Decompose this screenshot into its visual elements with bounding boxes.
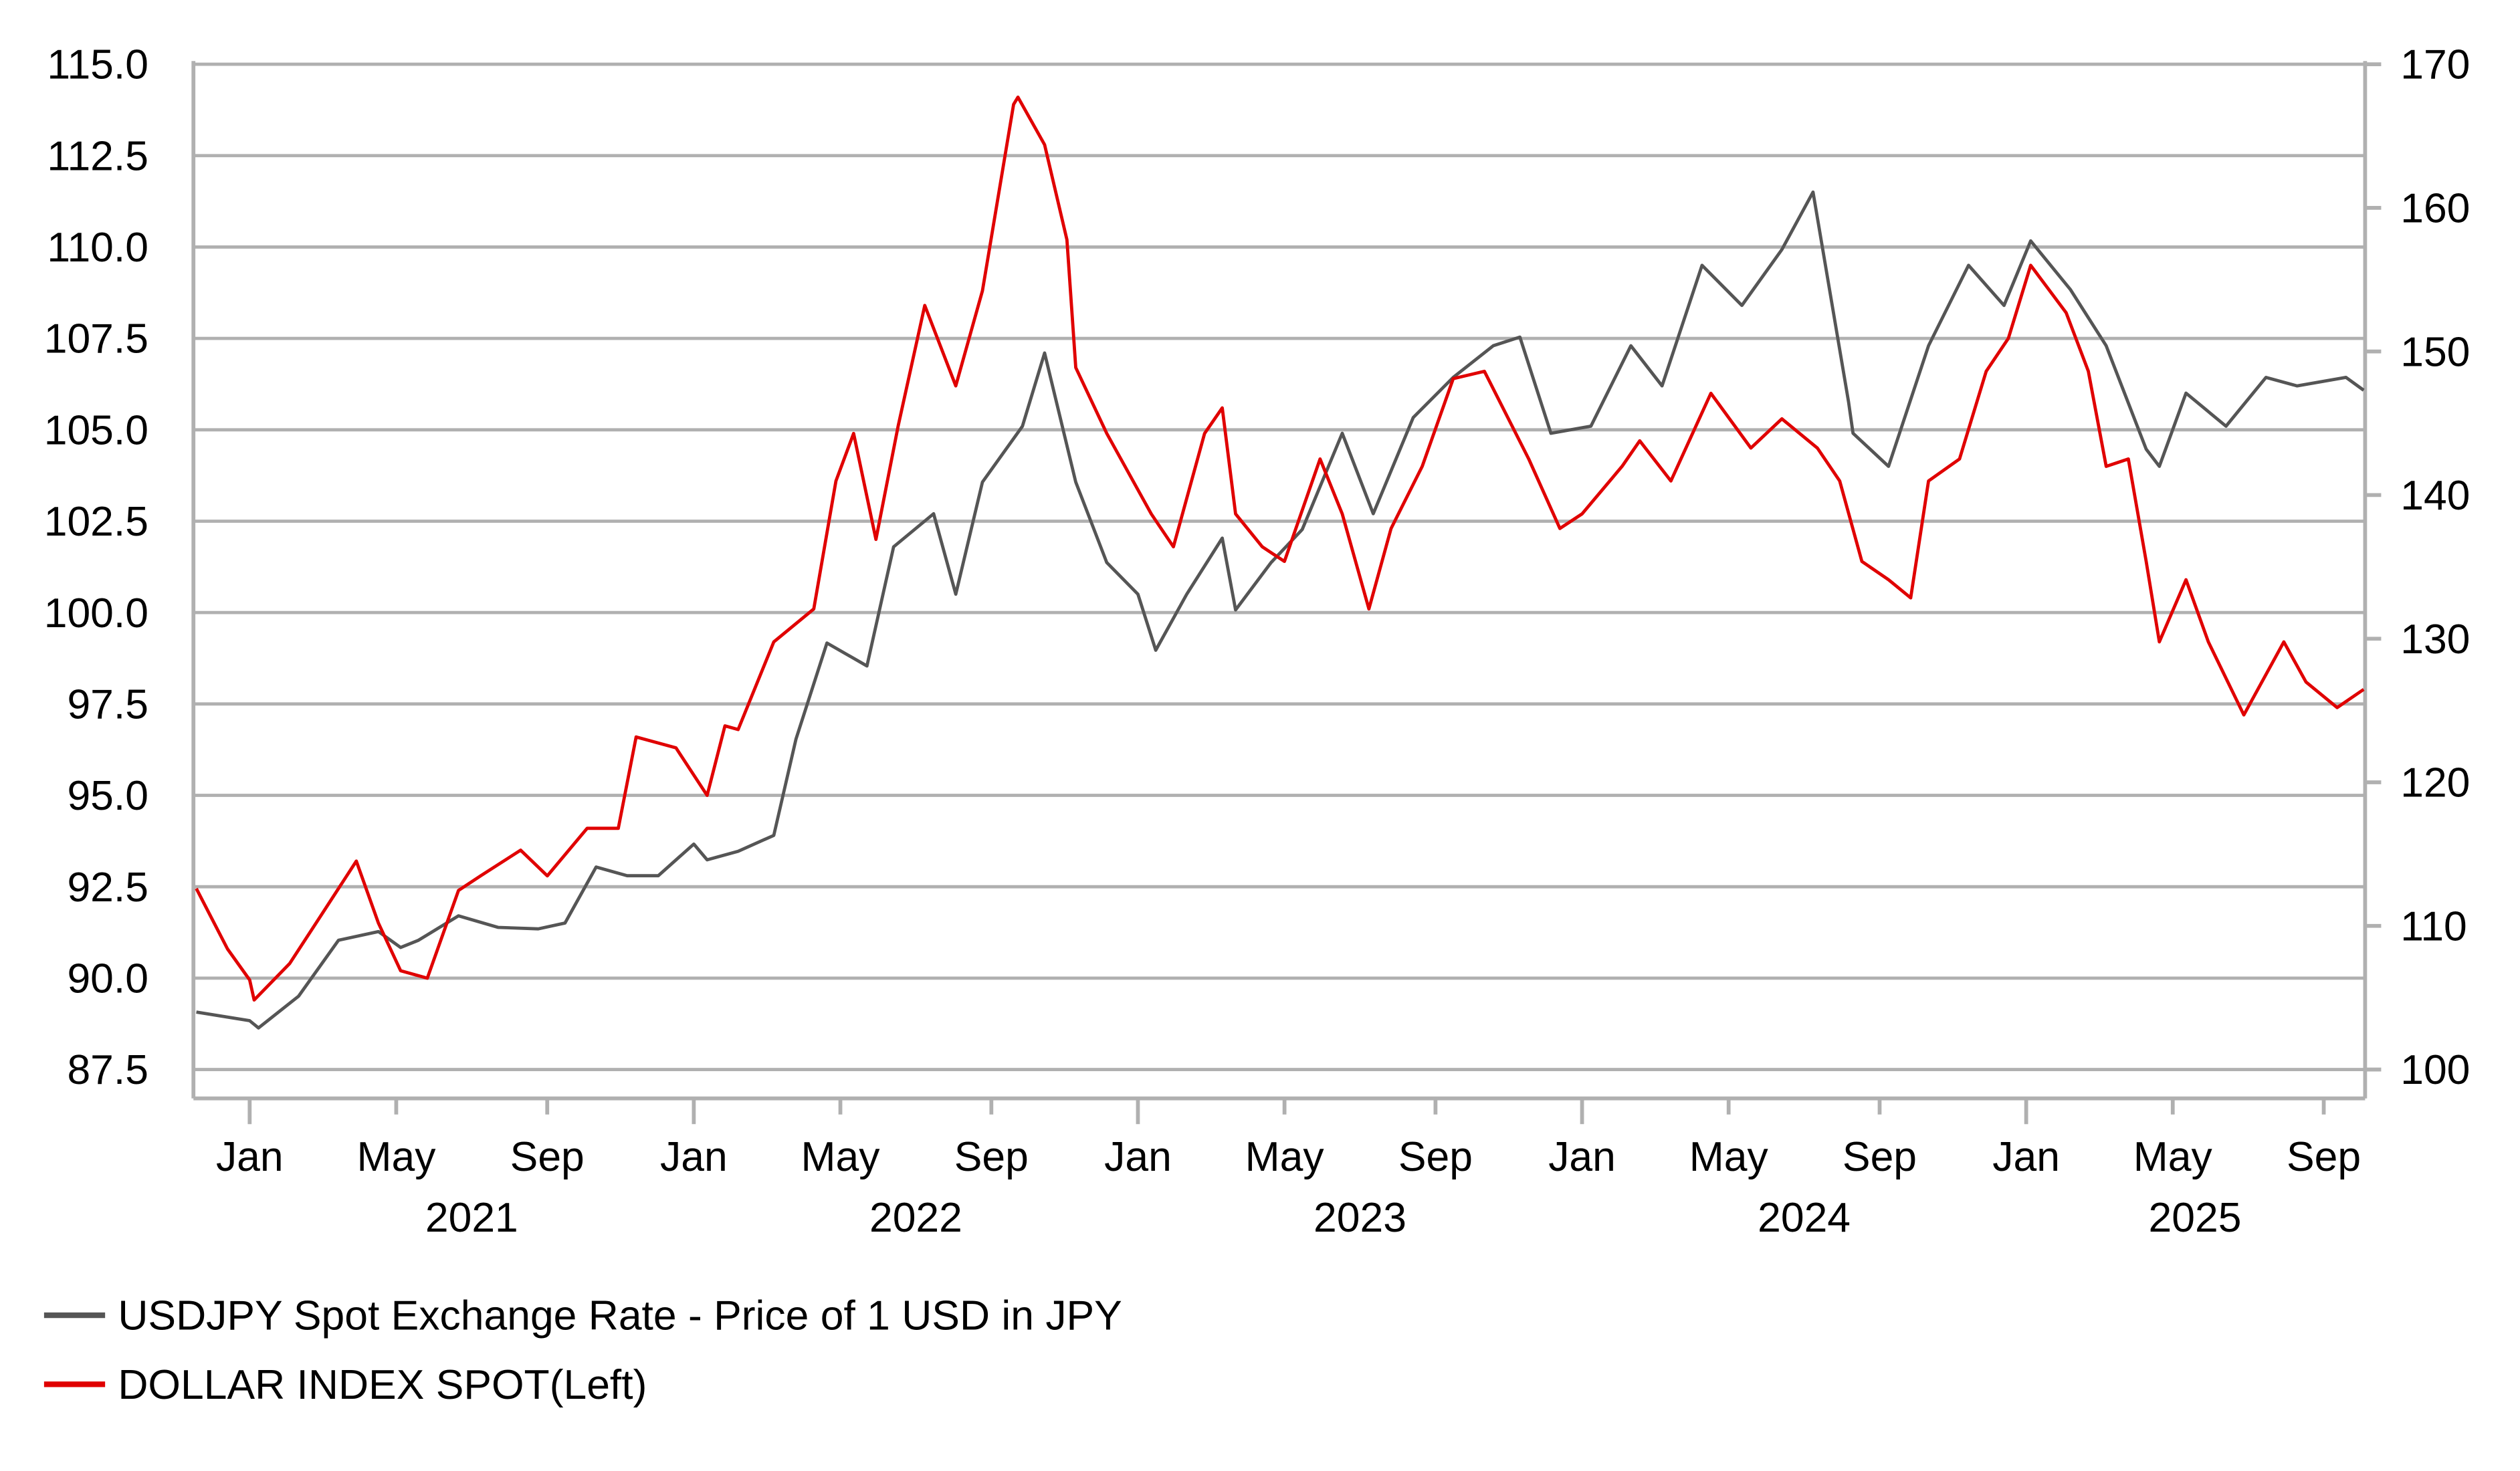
- x-year-label: 2022: [869, 1194, 962, 1241]
- left-axis-ticks: 87.5 90.0 92.5 95.0 97.5 100.0 102.5 105.0 107.5…: [44, 41, 148, 1093]
- right-axis-ticks: 100 110 120 130 140 150 160 170: [2365, 41, 2470, 1093]
- left-tick-label: 102.5: [44, 498, 148, 545]
- left-tick-label: 92.5: [67, 864, 148, 911]
- x-tick-label: May: [2133, 1133, 2213, 1180]
- legend: USDJPY Spot Exchange Rate - Price of 1 U…: [43, 1292, 1122, 1408]
- x-tick-label: Sep: [2287, 1133, 2361, 1180]
- left-tick-label: 112.5: [47, 132, 148, 179]
- right-tick-label: 140: [2400, 472, 2470, 519]
- usdjpy-series-line: [196, 190, 2365, 1030]
- x-year-label: 2023: [1314, 1194, 1406, 1241]
- x-tick-label: Jan: [660, 1133, 728, 1180]
- legend-label-usdjpy: USDJPY Spot Exchange Rate - Price of 1 U…: [118, 1292, 1122, 1339]
- series-lines: [195, 95, 2365, 1030]
- left-tick-label: 87.5: [67, 1046, 148, 1093]
- right-tick-label: 150: [2400, 328, 2470, 375]
- x-tick-label: Jan: [1548, 1133, 1616, 1180]
- x-tick-label: Sep: [1843, 1133, 1917, 1180]
- right-tick-label: 120: [2400, 760, 2470, 806]
- x-tick-label: May: [1245, 1133, 1325, 1180]
- x-tick-label: May: [356, 1133, 436, 1180]
- right-tick-label: 130: [2400, 616, 2470, 663]
- x-tick-label: May: [801, 1133, 881, 1180]
- dxy-series-line: [195, 95, 2365, 1002]
- x-year-label: 2025: [2149, 1194, 2242, 1241]
- right-tick-label: 160: [2400, 185, 2470, 231]
- right-tick-label: 110: [2400, 903, 2467, 949]
- left-tick-label: 100.0: [44, 590, 148, 637]
- x-tick-label: May: [1689, 1133, 1769, 1180]
- left-tick-label: 107.5: [44, 316, 148, 362]
- left-tick-label: 95.0: [67, 772, 148, 819]
- left-tick-label: 90.0: [67, 955, 148, 1002]
- right-tick-label: 100: [2400, 1046, 2470, 1093]
- left-tick-label: 110.0: [47, 224, 148, 271]
- right-tick-label: 170: [2400, 41, 2470, 88]
- x-tick-label: Jan: [216, 1133, 284, 1180]
- left-tick-label: 105.0: [44, 407, 148, 453]
- legend-label-dxy: DOLLAR INDEX SPOT(Left): [118, 1361, 647, 1408]
- x-tick-label: Sep: [510, 1133, 585, 1180]
- x-tick-label: Jan: [1992, 1133, 2060, 1180]
- x-year-label: 2024: [1758, 1194, 1851, 1241]
- x-year-label: 2021: [425, 1194, 518, 1241]
- left-tick-label: 115.0: [47, 41, 148, 88]
- x-tick-label: Sep: [1398, 1133, 1473, 1180]
- x-tick-label: Jan: [1104, 1133, 1172, 1180]
- x-axis: Jan May Sep Jan May Sep Jan May Sep Jan May Sep Jan M…: [216, 1098, 2361, 1241]
- x-tick-label: Sep: [954, 1133, 1029, 1180]
- left-tick-label: 97.5: [67, 681, 148, 727]
- gridlines: [191, 61, 2368, 1101]
